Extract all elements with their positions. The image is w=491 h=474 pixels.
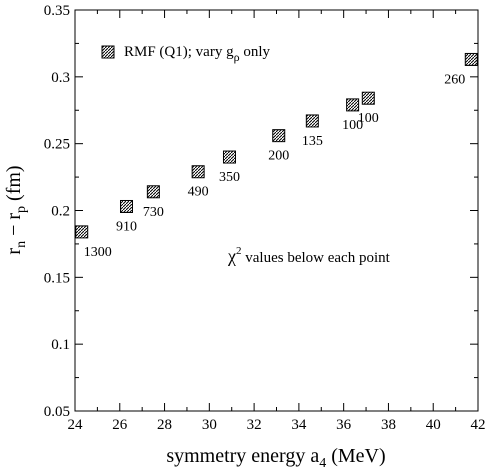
x-axis-title: symmetry energy a4 (MeV) [166,445,385,471]
data-point-label: 100 [342,118,363,133]
data-point-label: 730 [143,205,164,220]
legend: RMF (Q1); vary gρ only [101,44,270,64]
y-tick-label: 0.2 [51,204,70,220]
data-point-label: 910 [116,219,137,234]
legend-label: RMF (Q1); vary gρ only [124,44,270,64]
chi-squared-annotation: χ2 values below each point [227,245,391,266]
x-tick-label: 32 [247,417,262,433]
data-point-marker [272,129,286,143]
legend-marker [101,45,115,59]
x-tick-label: 40 [426,417,441,433]
data-point-marker [191,165,205,179]
x-axis-title-subscript: 4 [319,456,326,471]
y-tick-label: 0.3 [51,70,70,86]
y-tick-label: 0.1 [51,337,70,353]
x-tick-label: 30 [202,417,217,433]
data-point-marker [464,52,478,66]
data-point-label: 1300 [84,245,112,260]
x-tick-label: 36 [336,417,352,433]
data-point-marker [119,199,133,213]
y-tick-label: 0.35 [44,3,70,19]
y-tick-label: 0.25 [44,137,70,153]
x-tick-label: 42 [471,417,486,433]
y-axis-ticks: 0.05 0.1 0.15 0.2 0.25 0.3 0.35 [44,3,478,420]
plot-area-frame [74,9,479,412]
data-point-label: 135 [302,134,323,149]
data-point-marker [346,98,360,112]
data-point-marker [146,185,160,199]
x-tick-label: 34 [291,417,307,433]
data-point-marker [222,150,236,164]
x-axis-ticks: 24 26 28 30 32 34 36 38 40 42 [68,10,486,433]
data-point-label: 490 [188,185,209,200]
data-point-label: 100 [358,111,379,126]
data-point-marker [75,225,89,239]
x-tick-label: 28 [157,417,172,433]
data-point-marker [361,91,375,105]
y-tick-label: 0.05 [44,404,70,420]
y-tick-label: 0.15 [44,270,70,286]
data-point-label: 200 [268,149,289,164]
data-point-marker [305,114,319,128]
data-point-label: 260 [444,72,465,87]
x-tick-label: 38 [381,417,396,433]
x-tick-label: 26 [112,417,128,433]
x-tick-label: 24 [68,417,84,433]
y-axis-title: rn − rp (fm) [3,165,29,254]
data-point-label: 350 [219,170,240,185]
